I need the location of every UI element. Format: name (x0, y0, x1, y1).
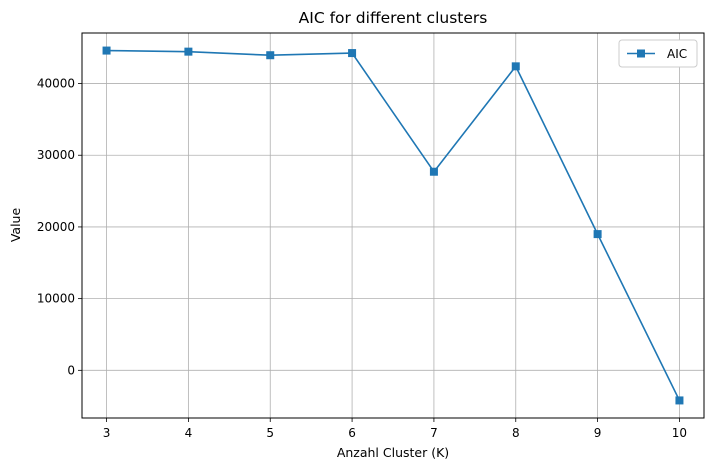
x-tick-label: 7 (430, 426, 438, 440)
data-point-aic (102, 46, 111, 55)
series-line-aic (106, 49, 681, 401)
y-tick-label: 30000 (37, 148, 75, 162)
y-tick-label: 20000 (37, 220, 75, 234)
x-tick-label: 5 (266, 426, 274, 440)
legend: AIC (618, 39, 698, 68)
x-tick-label: 8 (512, 426, 520, 440)
plot-frame (81, 32, 705, 419)
data-point-aic (266, 51, 275, 60)
data-point-aic (675, 396, 684, 405)
x-tick-label: 3 (103, 426, 111, 440)
x-axis-label: Anzahl Cluster (K) (337, 445, 449, 460)
data-point-aic (511, 62, 520, 71)
legend-box (618, 39, 698, 68)
x-axis-ticks: 3 4 5 6 7 8 9 10 (103, 418, 687, 440)
y-tick-label: 0 (67, 363, 75, 377)
data-point-aic (429, 167, 438, 176)
x-tick-label: 10 (672, 426, 687, 440)
y-tick-label: 10000 (37, 292, 75, 306)
legend-label: AIC (667, 47, 687, 61)
chart-title: AIC for different clusters (299, 9, 488, 27)
data-point-aic (184, 47, 193, 56)
legend-marker (637, 49, 645, 58)
y-axis-label: Value (8, 208, 23, 243)
x-tick-label: 9 (594, 426, 602, 440)
series-layer (102, 46, 684, 405)
data-point-aic (593, 230, 602, 239)
x-tick-label: 6 (348, 426, 356, 440)
x-tick-label: 4 (185, 426, 193, 440)
y-tick-label: 40000 (37, 77, 75, 91)
y-axis-ticks: 0 10000 20000 30000 40000 (37, 77, 82, 377)
data-point-aic (348, 49, 357, 58)
grid (82, 33, 704, 418)
